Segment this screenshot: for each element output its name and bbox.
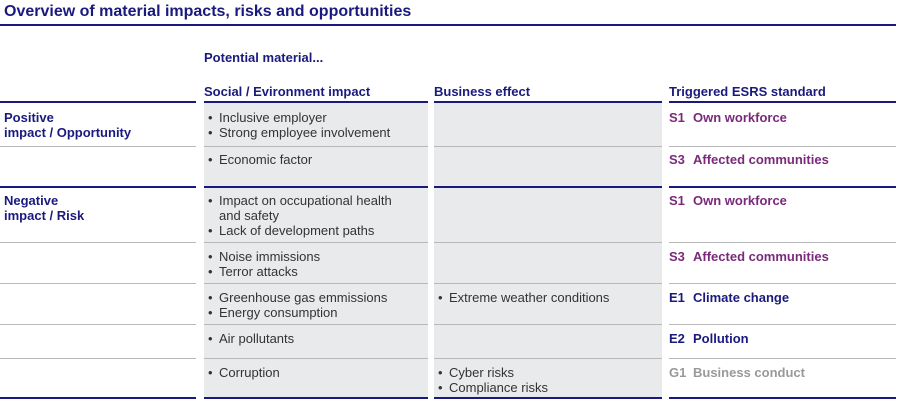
row-divider xyxy=(669,242,896,243)
esrs-standard: S3 Affected communities xyxy=(669,152,829,167)
group-divider xyxy=(0,186,196,188)
group-divider xyxy=(434,397,662,399)
row-divider xyxy=(204,146,428,147)
business-item: Compliance risks xyxy=(435,380,660,395)
impact-item: Strong employee involvement xyxy=(205,125,405,140)
impact-item: Corruption xyxy=(205,365,405,380)
business-column-shade xyxy=(434,103,662,398)
row-divider xyxy=(669,358,896,359)
impact-cell: Impact on occupational health and safety… xyxy=(205,193,405,238)
group-label-positive: Positive impact / Opportunity xyxy=(4,110,132,140)
row-divider xyxy=(434,283,662,284)
business-cell: Cyber risksCompliance risks xyxy=(435,365,660,395)
esrs-code: S3 xyxy=(669,152,685,167)
esrs-code: S1 xyxy=(669,193,685,208)
group-divider xyxy=(204,186,428,188)
business-item: Cyber risks xyxy=(435,365,660,380)
row-divider xyxy=(204,283,428,284)
esrs-standard: S1 Own workforce xyxy=(669,110,787,125)
esrs-code: E2 xyxy=(669,331,685,346)
esrs-name: Affected communities xyxy=(693,152,829,167)
group-label-negative: Negative impact / Risk xyxy=(4,193,85,223)
impact-item: Impact on occupational health and safety xyxy=(205,193,405,223)
business-cell: Extreme weather conditions xyxy=(435,290,660,305)
header-rule-impact xyxy=(204,101,428,103)
esrs-name: Affected communities xyxy=(693,249,829,264)
esrs-code: E1 xyxy=(669,290,685,305)
esrs-name: Own workforce xyxy=(693,193,787,208)
title-rule xyxy=(0,24,896,26)
esrs-name: Climate change xyxy=(693,290,790,305)
row-divider xyxy=(0,358,196,359)
impact-cell: Economic factor xyxy=(205,152,405,167)
row-divider xyxy=(669,146,896,147)
group-divider xyxy=(669,397,896,399)
group-divider xyxy=(669,186,896,188)
esrs-code: S3 xyxy=(669,249,685,264)
row-divider xyxy=(0,242,196,243)
page-title: Overview of material impacts, risks and … xyxy=(4,3,412,20)
esrs-standard: E2 Pollution xyxy=(669,331,749,346)
impact-item: Economic factor xyxy=(205,152,405,167)
row-divider xyxy=(434,242,662,243)
esrs-name: Pollution xyxy=(693,331,749,346)
impact-item: Terror attacks xyxy=(205,264,405,279)
row-divider xyxy=(204,324,428,325)
group-divider xyxy=(204,397,428,399)
impact-item: Greenhouse gas emmissions xyxy=(205,290,405,305)
header-business: Business effect xyxy=(434,84,531,99)
impact-item: Inclusive employer xyxy=(205,110,405,125)
row-divider xyxy=(669,283,896,284)
esrs-name: Business conduct xyxy=(693,365,805,380)
header-standard: Triggered ESRS standard xyxy=(669,84,826,99)
business-item: Extreme weather conditions xyxy=(435,290,660,305)
row-divider xyxy=(669,324,896,325)
esrs-standard: S3 Affected communities xyxy=(669,249,829,264)
header-impact: Social / Evironment impact xyxy=(204,84,371,99)
impact-cell: Air pollutants xyxy=(205,331,405,346)
row-divider xyxy=(204,242,428,243)
row-divider xyxy=(434,358,662,359)
esrs-standard: E1 Climate change xyxy=(669,290,789,305)
esrs-code: G1 xyxy=(669,365,687,380)
row-divider xyxy=(0,324,196,325)
impact-cell: Greenhouse gas emmissionsEnergy consumpt… xyxy=(205,290,405,320)
group-divider xyxy=(0,397,196,399)
impact-item: Air pollutants xyxy=(205,331,405,346)
header-rule-standard xyxy=(669,101,896,103)
impact-item: Energy consumption xyxy=(205,305,405,320)
impact-item: Lack of development paths xyxy=(205,223,405,238)
esrs-standard: G1 Business conduct xyxy=(669,365,805,380)
esrs-name: Own workforce xyxy=(693,110,787,125)
impact-item: Noise immissions xyxy=(205,249,405,264)
row-divider xyxy=(204,358,428,359)
impact-cell: Inclusive employerStrong employee involv… xyxy=(205,110,405,140)
header-rule-business xyxy=(434,101,662,103)
group-divider xyxy=(434,186,662,188)
row-divider xyxy=(434,146,662,147)
row-divider xyxy=(0,146,196,147)
row-divider xyxy=(0,283,196,284)
impact-cell: Corruption xyxy=(205,365,405,380)
esrs-standard: S1 Own workforce xyxy=(669,193,787,208)
row-divider xyxy=(434,324,662,325)
impact-cell: Noise immissionsTerror attacks xyxy=(205,249,405,279)
esrs-code: S1 xyxy=(669,110,685,125)
potential-label: Potential material... xyxy=(204,50,324,65)
header-rule-label xyxy=(0,101,196,103)
